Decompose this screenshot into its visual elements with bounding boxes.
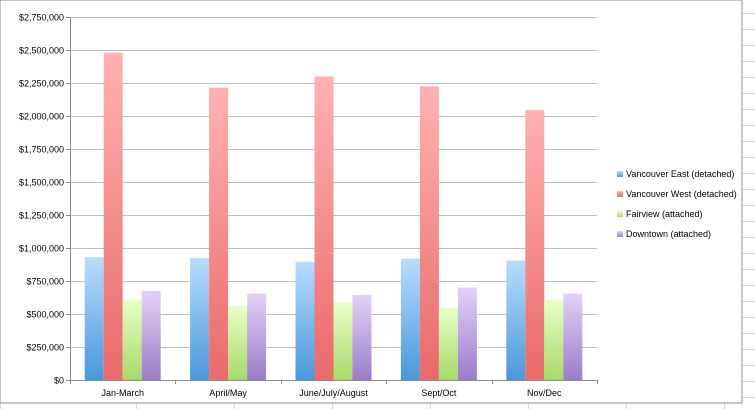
bar bbox=[247, 293, 267, 380]
bar bbox=[333, 302, 353, 380]
bar bbox=[103, 52, 123, 380]
bar bbox=[544, 300, 564, 380]
legend-label: Fairview (attached) bbox=[626, 209, 703, 219]
x-axis-tick-labels: Jan-March April/May June/July/August Sept/O… bbox=[101, 388, 562, 398]
bar bbox=[314, 76, 334, 381]
y-tick-label: $2,250,000 bbox=[19, 79, 64, 89]
x-tick-label: April/May bbox=[209, 388, 247, 398]
x-tick-label: June/July/August bbox=[299, 388, 368, 398]
bar bbox=[419, 86, 439, 381]
y-tick-label: $2,000,000 bbox=[19, 112, 64, 122]
legend: Vancouver East (detached) Vancouver West … bbox=[617, 169, 737, 239]
bar bbox=[400, 258, 420, 380]
y-tick-label: $250,000 bbox=[26, 343, 64, 353]
legend-label: Vancouver East (detached) bbox=[626, 169, 734, 179]
y-tick-label: $0 bbox=[54, 376, 64, 386]
bar bbox=[506, 260, 526, 380]
legend-label: Vancouver West (detached) bbox=[626, 189, 737, 199]
legend-swatch bbox=[617, 211, 623, 217]
bar bbox=[122, 299, 142, 380]
bar bbox=[84, 257, 104, 380]
y-tick-label: $1,250,000 bbox=[19, 211, 64, 221]
bar bbox=[228, 306, 248, 380]
y-tick-label: $2,750,000 bbox=[19, 13, 64, 23]
y-tick-label: $1,500,000 bbox=[19, 178, 64, 188]
bar bbox=[352, 294, 372, 380]
legend-swatch bbox=[617, 191, 623, 197]
y-tick-label: $1,000,000 bbox=[19, 244, 64, 254]
bar bbox=[438, 308, 458, 380]
legend-label: Downtown (attached) bbox=[626, 229, 711, 239]
legend-swatch bbox=[617, 231, 623, 237]
y-tick-label: $2,500,000 bbox=[19, 46, 64, 56]
y-tick-label: $1,750,000 bbox=[19, 145, 64, 155]
bars bbox=[84, 52, 583, 381]
bar bbox=[209, 87, 229, 381]
bar bbox=[295, 261, 315, 380]
bar bbox=[457, 287, 477, 380]
y-tick-label: $500,000 bbox=[26, 310, 64, 320]
y-axis-tick-labels: $0 $250,000 $500,000 $750,000 $1,000,000 $1,2… bbox=[19, 13, 64, 386]
bar bbox=[525, 110, 545, 380]
bar bbox=[563, 293, 583, 380]
axes bbox=[70, 17, 598, 384]
legend-swatch bbox=[617, 171, 623, 177]
x-tick-label: Sept/Oct bbox=[421, 388, 457, 398]
x-tick-label: Nov/Dec bbox=[527, 388, 562, 398]
y-tick-label: $750,000 bbox=[26, 277, 64, 287]
x-tick-label: Jan-March bbox=[101, 388, 144, 398]
bar bbox=[141, 290, 161, 380]
bar bbox=[190, 257, 210, 380]
